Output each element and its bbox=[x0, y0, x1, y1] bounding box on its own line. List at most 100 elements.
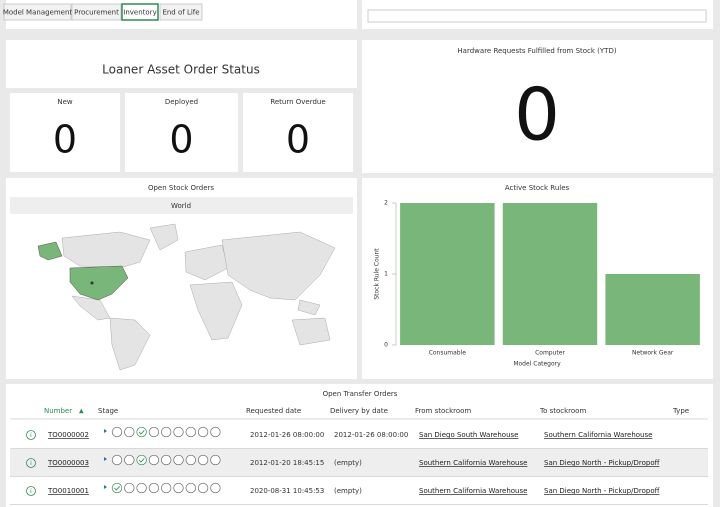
stage-step bbox=[161, 454, 172, 466]
stage-step bbox=[111, 426, 123, 438]
indonesia bbox=[297, 299, 321, 316]
map-label: World bbox=[171, 202, 191, 210]
south-america bbox=[109, 317, 151, 371]
cell: 2012-01-26 08:00:00 bbox=[250, 431, 324, 439]
stage-step bbox=[197, 454, 209, 466]
africa bbox=[189, 281, 243, 341]
big-number: 0 bbox=[514, 73, 560, 157]
x-tick-label: Computer bbox=[535, 350, 565, 357]
tab-label[interactable]: Procurement bbox=[74, 9, 119, 17]
stage-step bbox=[185, 482, 196, 494]
stage-step bbox=[173, 426, 184, 438]
y-tick-label: 0 bbox=[384, 342, 388, 349]
stage-expand[interactable] bbox=[104, 485, 107, 489]
panel-title: Open Stock Orders bbox=[148, 184, 214, 192]
card-label: Return Overdue bbox=[270, 98, 325, 106]
card bbox=[10, 93, 120, 172]
australia bbox=[291, 317, 331, 346]
stage-step bbox=[173, 454, 184, 466]
column-header[interactable]: Stage bbox=[98, 407, 118, 415]
info-icon[interactable] bbox=[26, 458, 36, 468]
chart-title: Active Stock Rules bbox=[505, 184, 570, 192]
world-map bbox=[61, 223, 336, 371]
stage-step bbox=[111, 482, 123, 494]
x-axis-label: Model Category bbox=[513, 361, 561, 368]
asia bbox=[221, 231, 336, 301]
stage-step bbox=[161, 426, 172, 438]
cell[interactable]: San Diego North - Pickup/Dropoff bbox=[544, 459, 660, 467]
stage-step bbox=[136, 454, 147, 466]
bar[interactable] bbox=[400, 203, 495, 345]
cell: 2012-01-26 08:00:00 bbox=[334, 431, 408, 439]
info-icon[interactable] bbox=[26, 486, 36, 496]
cell[interactable]: San Diego South Warehouse bbox=[419, 431, 518, 439]
stage-step bbox=[148, 426, 160, 438]
cell[interactable]: Southern California Warehouse bbox=[544, 431, 652, 439]
column-header[interactable]: Number bbox=[44, 407, 72, 415]
stage-check bbox=[138, 458, 145, 463]
stage-step bbox=[197, 482, 209, 494]
table-title: Open Transfer Orders bbox=[323, 390, 398, 398]
tab[interactable] bbox=[3, 3, 72, 21]
card-value: 0 bbox=[53, 118, 77, 162]
map-marker bbox=[90, 281, 94, 285]
x-tick-label: Consumable bbox=[429, 350, 467, 357]
panel-title: Hardware Requests Fulfilled from Stock (… bbox=[457, 47, 616, 55]
stage-step bbox=[124, 426, 135, 438]
tab[interactable] bbox=[121, 3, 159, 21]
stage-step bbox=[148, 482, 160, 494]
y-axis-label: Stock Rule Count bbox=[374, 248, 381, 300]
y-tick-label: 2 bbox=[384, 200, 388, 207]
x-tick-label: Network Gear bbox=[632, 350, 674, 357]
stage-step bbox=[197, 426, 209, 438]
info-icon[interactable] bbox=[26, 430, 36, 440]
bar[interactable] bbox=[605, 274, 700, 345]
cell[interactable]: TO0000003 bbox=[47, 459, 89, 467]
info-icon-glyph: i bbox=[30, 460, 32, 467]
stage-step bbox=[111, 454, 123, 466]
bar[interactable] bbox=[502, 203, 598, 345]
column-header[interactable]: To stockroom bbox=[539, 407, 586, 415]
stage-step bbox=[173, 482, 184, 494]
cell[interactable]: TO0000002 bbox=[47, 431, 89, 439]
cell[interactable]: San Diego North - Pickup/Dropoff bbox=[544, 487, 660, 495]
tab-label[interactable]: End of Life bbox=[162, 9, 199, 17]
cell[interactable]: Southern California Warehouse bbox=[419, 459, 527, 467]
stage-expand[interactable] bbox=[104, 429, 107, 433]
card-label: Deployed bbox=[165, 98, 198, 106]
europe bbox=[184, 244, 229, 281]
stage-step bbox=[148, 454, 160, 466]
cell[interactable]: Southern California Warehouse bbox=[419, 487, 527, 495]
info-icon-glyph: i bbox=[30, 432, 32, 439]
card-value: 0 bbox=[169, 118, 193, 162]
tab-label[interactable]: Model Management bbox=[3, 9, 73, 17]
column-header[interactable]: From stockroom bbox=[415, 407, 471, 415]
cell: 2020-08-31 10:45:53 bbox=[250, 487, 324, 495]
stage-check bbox=[138, 430, 145, 435]
tab[interactable] bbox=[159, 3, 203, 21]
column-header[interactable]: Requested date bbox=[246, 407, 301, 415]
stage-step bbox=[185, 454, 196, 466]
cell: 2012-01-20 18:45:15 bbox=[250, 459, 324, 467]
card bbox=[125, 93, 238, 172]
stage-expand[interactable] bbox=[104, 457, 107, 461]
column-header[interactable]: Type bbox=[672, 407, 689, 415]
cell[interactable]: TO0010001 bbox=[47, 487, 89, 495]
stage-step bbox=[210, 482, 221, 494]
sort-indicator: ▲ bbox=[79, 408, 84, 415]
tab[interactable] bbox=[71, 3, 122, 21]
stage-step bbox=[124, 482, 135, 494]
info-icon-glyph: i bbox=[30, 488, 32, 495]
stage-step bbox=[185, 426, 196, 438]
column-header[interactable]: Delivery by date bbox=[330, 407, 388, 415]
card-value: 0 bbox=[286, 118, 310, 162]
panel-inner-edge bbox=[367, 9, 707, 23]
tab-label[interactable]: Inventory bbox=[123, 9, 156, 17]
canada bbox=[61, 231, 151, 269]
panel bbox=[6, 40, 357, 88]
card bbox=[243, 93, 353, 172]
stage-check bbox=[114, 486, 121, 491]
stage-step bbox=[136, 482, 147, 494]
panel bbox=[362, 40, 713, 173]
stage-step bbox=[136, 426, 147, 438]
